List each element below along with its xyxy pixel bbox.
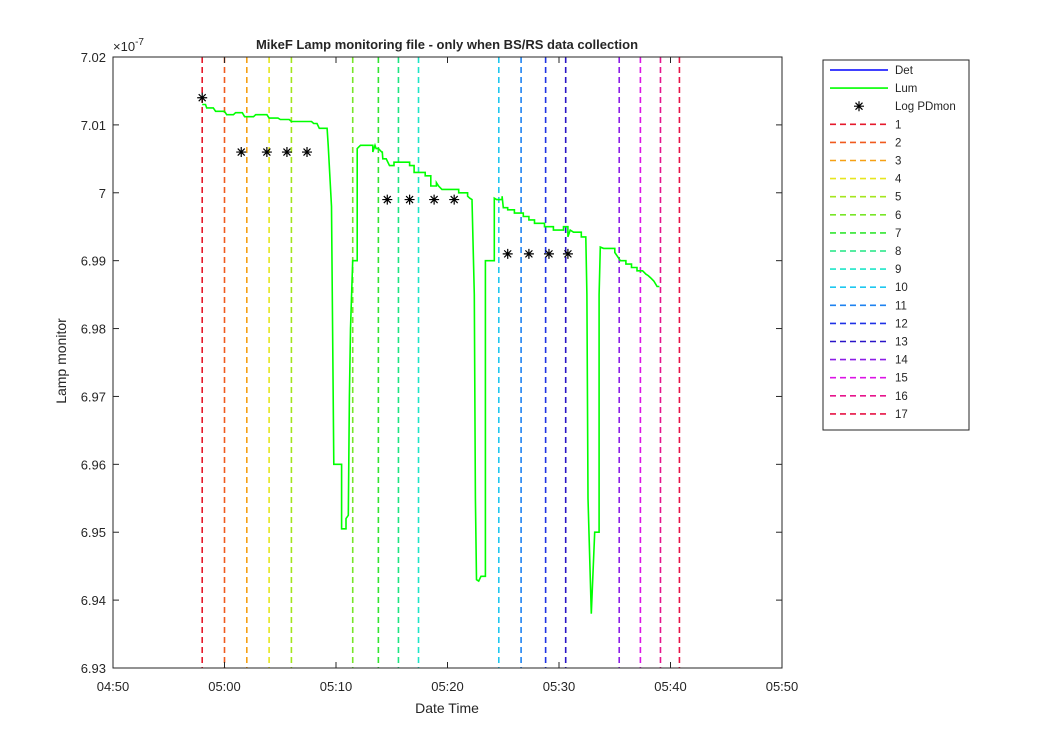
x-tick-label: 05:00: [208, 679, 241, 694]
x-tick-label: 05:20: [431, 679, 464, 694]
pdmon-marker: [449, 194, 460, 205]
y-tick-label: 7.01: [81, 118, 106, 133]
legend-item: Det: [830, 65, 914, 77]
legend-label: 13: [895, 337, 908, 349]
legend-label: 10: [895, 282, 908, 294]
y-tick-label: 7: [99, 186, 106, 201]
chart-title: MikeF Lamp monitoring file - only when B…: [256, 37, 638, 52]
pdmon-marker: [261, 147, 272, 158]
legend-label: Det: [895, 65, 914, 77]
legend-item: 12: [830, 318, 908, 330]
pdmon-marker: [302, 147, 313, 158]
legend-item: 4: [830, 174, 902, 186]
y-tick-label: 6.98: [81, 322, 106, 337]
legend-label: Lum: [895, 83, 917, 95]
x-tick-label: 05:30: [543, 679, 576, 694]
legend-label: 16: [895, 391, 908, 403]
y-tick-label: 6.99: [81, 254, 106, 269]
legend-label: 1: [895, 119, 901, 131]
legend-item: 8: [830, 246, 901, 258]
legend-label: 14: [895, 355, 908, 367]
legend-item: 3: [830, 156, 901, 168]
axis-exponent-base: ×10: [113, 39, 135, 54]
legend-label: 4: [895, 174, 902, 186]
y-tick-label: 7.02: [81, 50, 106, 65]
legend-item: 17: [830, 409, 908, 421]
legend-label: 7: [895, 228, 901, 240]
legend-item: 9: [830, 264, 901, 276]
x-axis-label: Date Time: [415, 700, 479, 716]
legend-item: Log PDmon: [854, 101, 956, 113]
x-tick-label: 05:50: [766, 679, 799, 694]
plot-area: [113, 57, 782, 668]
legend-label: 11: [895, 300, 907, 312]
legend-item: 1: [830, 119, 901, 131]
pdmon-marker: [523, 248, 534, 259]
legend-label: 8: [895, 246, 901, 258]
legend-label: 2: [895, 137, 901, 149]
legend-label: 9: [895, 264, 901, 276]
pdmon-marker: [281, 147, 292, 158]
pdmon-marker: [562, 248, 573, 259]
legend-label: 12: [895, 318, 908, 330]
x-tick-label: 04:50: [97, 679, 130, 694]
series-line-lum: [202, 103, 660, 614]
legend-label: 15: [895, 373, 908, 385]
legend-label: 6: [895, 210, 901, 222]
legend-box: [822, 59, 970, 431]
axis-exponent-power: -7: [135, 37, 144, 48]
legend-item: 7: [830, 228, 901, 240]
y-tick-label: 6.97: [81, 389, 106, 404]
legend-item: 5: [830, 192, 901, 204]
pdmon-marker: [502, 248, 513, 259]
pdmon-marker: [197, 92, 208, 103]
legend-item: 16: [830, 391, 908, 403]
legend-label: Log PDmon: [895, 101, 956, 113]
axis-exponent: ×10-7: [113, 37, 144, 54]
pdmon-marker: [543, 248, 554, 259]
legend-label: 17: [895, 409, 908, 421]
legend-item: 14: [830, 355, 908, 367]
pdmon-marker: [382, 194, 393, 205]
pdmon-marker: [236, 147, 247, 158]
legend-item: 2: [830, 137, 901, 149]
x-tick-label: 05:40: [654, 679, 687, 694]
y-tick-label: 6.96: [81, 457, 106, 472]
legend-item: 13: [830, 337, 908, 349]
legend-item: 6: [830, 210, 901, 222]
y-tick-label: 6.95: [81, 525, 106, 540]
legend-swatch: [854, 101, 864, 112]
y-tick-label: 6.93: [81, 661, 106, 676]
legend-label: 5: [895, 192, 901, 204]
pdmon-marker: [404, 194, 415, 205]
y-tick-label: 6.94: [81, 593, 106, 608]
legend-label: 3: [895, 156, 901, 168]
y-axis-label: Lamp monitor: [53, 318, 69, 404]
legend-item: Lum: [830, 83, 917, 95]
x-tick-label: 05:10: [320, 679, 353, 694]
legend-item: 10: [830, 282, 908, 294]
legend-item: 11: [830, 300, 907, 312]
pdmon-marker: [429, 194, 440, 205]
legend-item: 15: [830, 373, 908, 385]
